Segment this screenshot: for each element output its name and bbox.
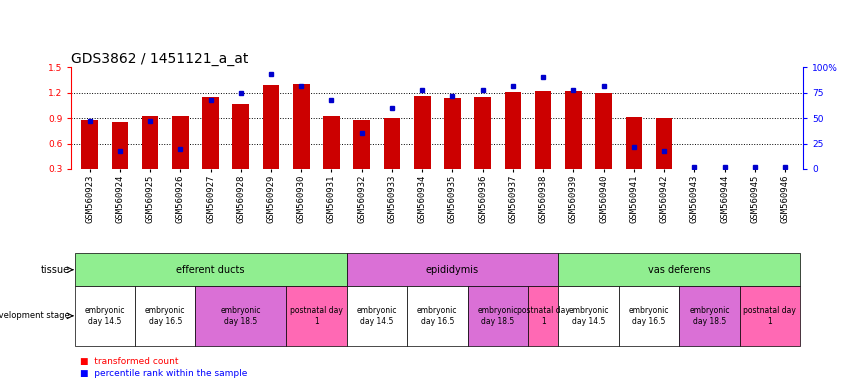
Bar <box>444 98 461 169</box>
Text: ■  percentile rank within the sample: ■ percentile rank within the sample <box>80 369 247 377</box>
Bar <box>535 91 552 169</box>
Text: postnatal day
1: postnatal day 1 <box>516 306 569 326</box>
Bar <box>505 92 521 169</box>
Bar <box>353 120 370 169</box>
Text: embryonic
day 14.5: embryonic day 14.5 <box>569 306 609 326</box>
Bar <box>528 286 558 346</box>
Text: postnatal day
1: postnatal day 1 <box>290 306 343 326</box>
Bar <box>414 96 431 169</box>
Text: embryonic
day 14.5: embryonic day 14.5 <box>84 306 125 326</box>
Text: embryonic
day 18.5: embryonic day 18.5 <box>689 306 730 326</box>
Bar <box>286 286 346 346</box>
Bar <box>135 286 195 346</box>
Bar <box>407 286 468 346</box>
Text: efferent ducts: efferent ducts <box>177 265 245 275</box>
Bar <box>195 286 286 346</box>
Text: postnatal day
1: postnatal day 1 <box>743 306 796 326</box>
Bar <box>82 120 98 169</box>
Bar <box>142 116 158 169</box>
Text: embryonic
day 18.5: embryonic day 18.5 <box>478 306 518 326</box>
Bar <box>558 253 800 286</box>
Bar <box>565 91 582 169</box>
Text: development stage: development stage <box>0 311 70 320</box>
Bar <box>656 118 673 169</box>
Bar <box>172 116 188 169</box>
Bar <box>262 85 279 169</box>
Bar <box>595 93 612 169</box>
Bar <box>346 253 558 286</box>
Bar <box>293 84 309 169</box>
Bar <box>619 286 680 346</box>
Text: ■  transformed count: ■ transformed count <box>80 357 178 366</box>
Bar <box>232 104 249 169</box>
Text: GDS3862 / 1451121_a_at: GDS3862 / 1451121_a_at <box>71 52 249 66</box>
Bar <box>75 286 135 346</box>
Text: vas deferens: vas deferens <box>648 265 711 275</box>
Text: tissue: tissue <box>41 265 70 275</box>
Bar <box>202 97 219 169</box>
Text: embryonic
day 16.5: embryonic day 16.5 <box>629 306 669 326</box>
Bar <box>383 118 400 169</box>
Bar <box>468 286 528 346</box>
Text: embryonic
day 16.5: embryonic day 16.5 <box>145 306 186 326</box>
Bar <box>680 286 740 346</box>
Bar <box>626 117 643 169</box>
Text: embryonic
day 14.5: embryonic day 14.5 <box>357 306 397 326</box>
Bar <box>740 286 800 346</box>
Bar <box>346 286 407 346</box>
Bar <box>323 116 340 169</box>
Bar <box>474 97 491 169</box>
Bar <box>112 122 128 169</box>
Text: embryonic
day 16.5: embryonic day 16.5 <box>417 306 458 326</box>
Text: embryonic
day 18.5: embryonic day 18.5 <box>220 306 261 326</box>
Bar <box>75 253 346 286</box>
Text: epididymis: epididymis <box>426 265 479 275</box>
Bar <box>558 286 619 346</box>
